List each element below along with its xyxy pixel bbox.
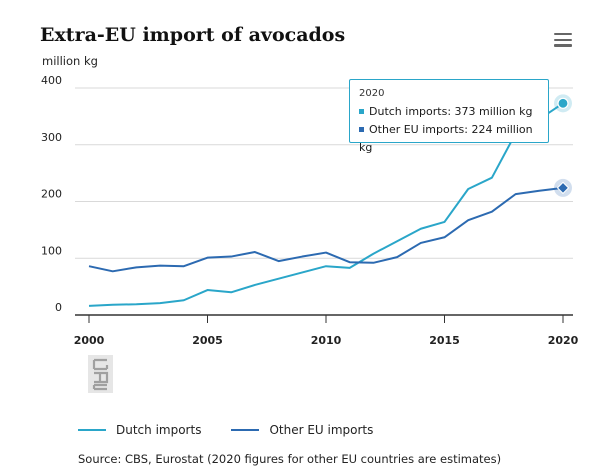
hamburger-menu-icon[interactable] (554, 33, 572, 47)
tooltip-dutch-row: Dutch imports: 373 million kg (359, 103, 539, 121)
chart-legend: Dutch imports Other EU imports (78, 423, 403, 437)
y-axis-ticks: 0 100 200 300 400 (41, 74, 62, 314)
dutch-square-icon (359, 108, 364, 114)
source-note: Source: CBS, Eurostat (2020 figures for … (78, 452, 502, 466)
x-tick-label-2015: 2015 (429, 334, 460, 347)
data-tooltip: 2020 Dutch imports: 373 million kg Other… (349, 79, 549, 154)
x-tick-label-2005: 2005 (192, 334, 223, 347)
dutch-marker-2020 (557, 97, 569, 109)
y-tick-label-400: 400 (41, 74, 62, 87)
other-legend-line-icon (231, 429, 260, 431)
tooltip-other-row: Other EU imports: 224 million kg (359, 121, 539, 157)
x-axis-ticks: 2000 2005 2010 2015 2020 (74, 315, 579, 347)
legend-item-dutch[interactable]: Dutch imports (78, 423, 201, 437)
line-chart: 0 100 200 300 400 2000 2005 2010 2015 2020 (41, 74, 579, 347)
dutch-legend-line-icon (78, 429, 106, 431)
series-line-dutch (88, 102, 564, 307)
other-marker-2020 (556, 181, 570, 195)
chart-title: Extra-EU import of avocados (40, 24, 346, 46)
y-tick-label-100: 100 (41, 244, 62, 257)
data-markers (554, 94, 572, 197)
x-tick-label-2020: 2020 (548, 334, 579, 347)
y-tick-label-300: 300 (41, 131, 62, 144)
data-series (88, 102, 564, 307)
x-tick-label-2010: 2010 (311, 334, 342, 347)
cbs-logo-icon (88, 355, 113, 393)
tooltip-dutch-text: Dutch imports: 373 million kg (369, 105, 533, 118)
legend-other-label: Other EU imports (269, 423, 374, 437)
y-tick-label-0: 0 (55, 301, 62, 314)
tooltip-year: 2020 (359, 88, 385, 99)
tooltip-other-text: Other EU imports: 224 million kg (359, 123, 533, 154)
legend-dutch-label: Dutch imports (116, 423, 202, 437)
series-line-other (88, 186, 564, 273)
y-tick-label-200: 200 (41, 188, 62, 201)
other-square-icon (359, 126, 364, 132)
x-tick-label-2000: 2000 (74, 334, 105, 347)
legend-item-other[interactable]: Other EU imports (231, 423, 373, 437)
y-axis-unit-label: million kg (42, 54, 98, 68)
